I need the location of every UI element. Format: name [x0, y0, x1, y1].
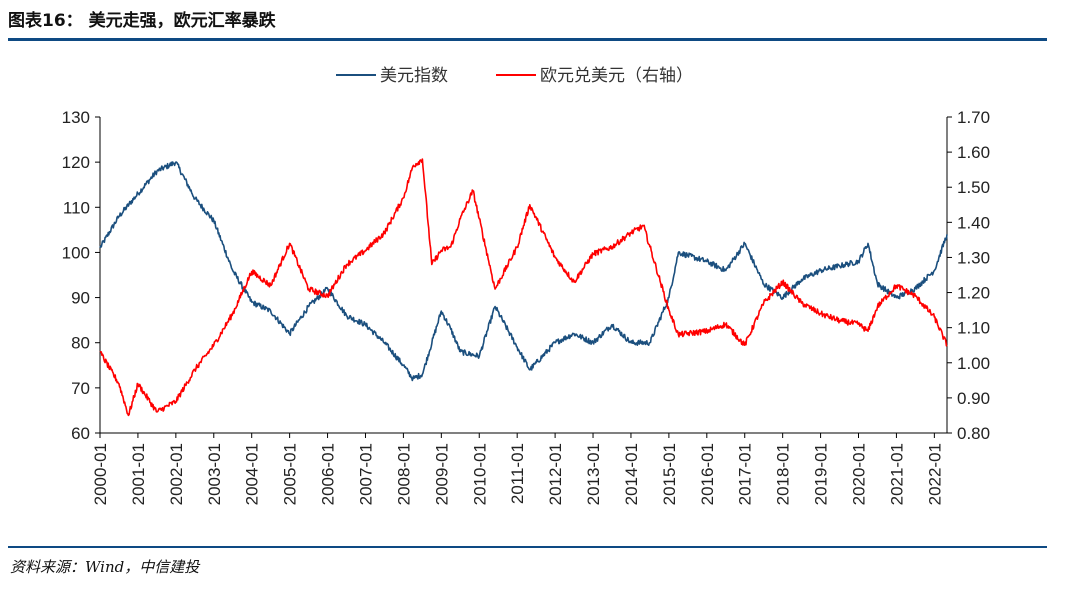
y-left-tick-label: 130 — [62, 108, 90, 127]
y-right-tick-label: 1.60 — [957, 143, 990, 162]
x-tick-label: 2022-01 — [925, 443, 944, 505]
source-note: 资料来源：Wind，中信建投 — [10, 558, 200, 576]
x-tick-label: 2016-01 — [698, 443, 717, 505]
x-tick-label: 2008-01 — [394, 443, 413, 505]
x-tick-label: 2009-01 — [432, 443, 451, 505]
x-tick-label: 2001-01 — [129, 443, 148, 505]
axes: 60 70 80 90 100 110 120 130 0.80 0.90 1.00 1.10 1.20… — [62, 108, 990, 505]
y-left-tick-label: 80 — [71, 334, 90, 353]
y-left-tick-label: 120 — [62, 153, 90, 172]
series-layer — [99, 158, 948, 417]
y-left-tick-label: 100 — [62, 243, 90, 262]
x-tick-label: 2012-01 — [546, 443, 565, 505]
y-right-tick-label: 1.10 — [957, 319, 990, 338]
legend: 美元指数 欧元兑美元（右轴） — [336, 66, 693, 86]
x-tick-label: 2004-01 — [243, 443, 262, 505]
y-left-tick-label: 90 — [71, 289, 90, 308]
y-right-tick-label: 1.00 — [957, 354, 990, 373]
legend-label-eurusd: 欧元兑美元（右轴） — [540, 66, 693, 86]
x-tick-label: 2002-01 — [167, 443, 186, 505]
y-right-tick-label: 1.40 — [957, 213, 990, 232]
chart-title: 图表16： 美元走强，欧元汇率暴跌 — [8, 11, 276, 31]
y-right-tick-label: 0.80 — [957, 424, 990, 443]
series-line-eurusd — [99, 158, 948, 417]
x-tick-label: 2020-01 — [850, 443, 869, 505]
legend-label-usd-index: 美元指数 — [380, 66, 448, 86]
x-tick-label: 2005-01 — [281, 443, 300, 505]
series-line-usd-index — [99, 161, 948, 382]
x-tick-label: 2017-01 — [736, 443, 755, 505]
x-tick-label: 2019-01 — [812, 443, 831, 505]
y-left-tick-label: 70 — [71, 379, 90, 398]
y-right-tick-label: 1.70 — [957, 108, 990, 127]
x-tick-label: 2000-01 — [91, 443, 110, 505]
x-tick-label: 2021-01 — [887, 443, 906, 505]
x-tick-label: 2015-01 — [660, 443, 679, 505]
y-right-tick-label: 1.20 — [957, 284, 990, 303]
y-right-tick-label: 0.90 — [957, 389, 990, 408]
x-tick-label: 2010-01 — [470, 443, 489, 505]
title-rule — [8, 38, 1047, 41]
x-tick-label: 2013-01 — [584, 443, 603, 505]
y-left-tick-label: 60 — [71, 424, 90, 443]
y-left-tick-label: 110 — [63, 198, 90, 217]
x-tick-label: 2014-01 — [622, 443, 641, 505]
x-tick-label: 2006-01 — [319, 443, 338, 505]
y-right-tick-label: 1.50 — [957, 178, 990, 197]
x-tick-label: 2003-01 — [205, 443, 224, 505]
source-rule — [8, 546, 1047, 548]
y-right-tick-label: 1.30 — [957, 248, 990, 267]
x-tick-label: 2018-01 — [774, 443, 793, 505]
x-tick-label: 2011-01 — [508, 443, 527, 504]
x-tick-label: 2007-01 — [356, 443, 375, 505]
